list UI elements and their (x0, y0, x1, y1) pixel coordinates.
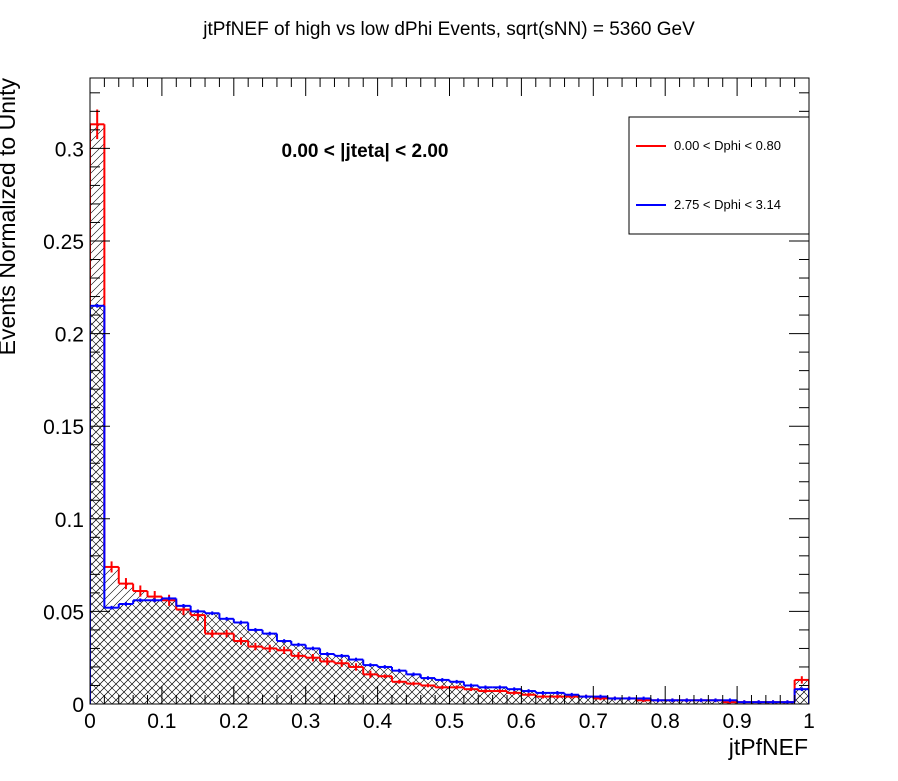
y-tick-label: 0.1 (55, 509, 84, 532)
x-tick-label: 0.4 (363, 710, 393, 733)
x-tick-label: 0.1 (147, 710, 176, 733)
x-axis-title: jtPfNEF (728, 734, 808, 760)
x-tick-label: 0.6 (507, 710, 536, 733)
x-tick-label: 0.3 (291, 710, 320, 733)
annotation-eta-range: 0.00 < |jteta| < 2.00 (282, 141, 449, 162)
y-tick-label: 0.3 (55, 138, 84, 161)
x-tick-label: 1 (803, 710, 815, 733)
legend-box (628, 116, 810, 235)
y-tick-label: 0.25 (43, 231, 84, 254)
y-tick-label: 0 (72, 694, 84, 717)
y-tick-label: 0.15 (43, 416, 84, 439)
legend-label-series-1: 0.00 < Dphi < 0.80 (674, 138, 781, 153)
x-tick-label: 0.8 (651, 710, 680, 733)
y-tick-label: 0.05 (43, 601, 84, 624)
legend: 0.00 < Dphi < 0.80 2.75 < Dphi < 3.14 (628, 116, 810, 235)
x-tick-label: 0.2 (219, 710, 248, 733)
chart-title: jtPfNEF of high vs low dPhi Events, sqrt… (202, 19, 695, 40)
x-tick-label: 0.5 (435, 710, 464, 733)
x-tick-label: 0.9 (722, 710, 751, 733)
y-tick-label: 0.2 (55, 324, 84, 347)
x-tick-label: 0 (84, 710, 96, 733)
x-tick-label: 0.7 (579, 710, 608, 733)
legend-label-series-2: 2.75 < Dphi < 3.14 (674, 197, 781, 212)
axis-ticks (89, 78, 810, 705)
y-axis-title: Events Normalized to Unity (0, 78, 20, 356)
series-2-hatch-area (90, 305, 809, 704)
